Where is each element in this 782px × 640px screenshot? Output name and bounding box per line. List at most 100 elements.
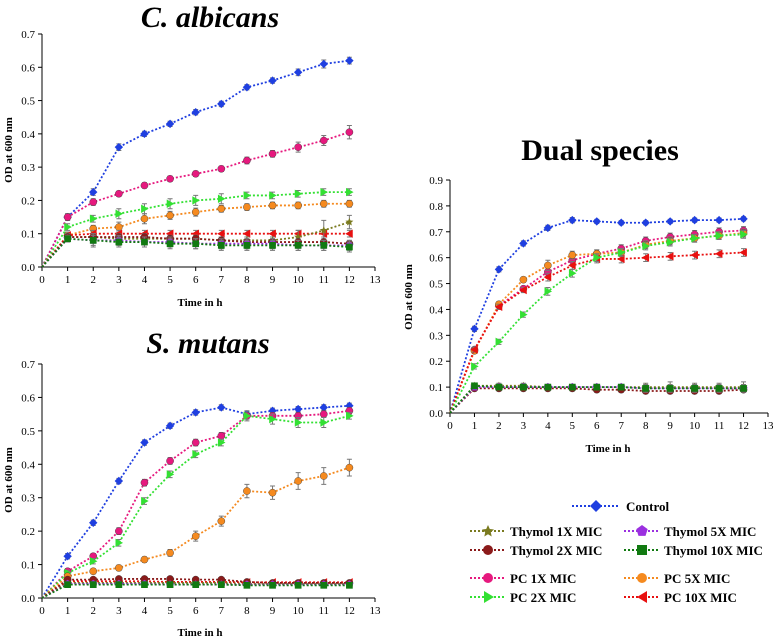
data-point — [519, 275, 528, 284]
data-point — [191, 169, 200, 178]
y-tick-label: 0.3 — [21, 493, 35, 505]
x-tick-label: 1 — [65, 605, 71, 617]
x-tick-label: 6 — [193, 274, 199, 286]
y-tick-label: 0.1 — [21, 560, 35, 572]
y-tick-label: 0.0 — [21, 593, 35, 605]
x-tick-label: 3 — [521, 420, 527, 432]
data-point — [140, 181, 149, 190]
data-point — [166, 470, 175, 479]
series-thymol-10x — [449, 382, 747, 414]
data-point — [714, 215, 724, 225]
legend-item-control: Control — [572, 499, 669, 514]
data-point — [269, 581, 276, 589]
data-point — [217, 194, 226, 203]
data-point — [165, 421, 175, 431]
data-point — [642, 241, 650, 251]
y-tick-label: 0.8 — [429, 201, 443, 213]
data-point — [115, 223, 123, 231]
data-point — [63, 552, 72, 561]
data-point — [217, 165, 226, 173]
y-tick-label: 0.5 — [429, 279, 443, 291]
data-point — [617, 383, 625, 391]
data-point — [140, 555, 149, 564]
data-point — [346, 187, 354, 197]
series-line — [41, 404, 350, 599]
x-axis-label: Time in h — [177, 627, 222, 639]
x-tick-label: 7 — [618, 420, 624, 432]
data-point — [166, 457, 174, 465]
x-tick-label: 8 — [244, 605, 250, 617]
data-point — [243, 203, 251, 211]
legend-item-pc-10x: PC 10X MIC — [624, 590, 737, 605]
y-tick-label: 0.7 — [429, 227, 443, 239]
data-point — [568, 261, 576, 270]
data-point — [739, 248, 747, 257]
data-point — [243, 191, 252, 200]
data-point — [294, 242, 302, 249]
data-point — [494, 302, 503, 312]
x-tick-label: 3 — [116, 605, 122, 617]
data-point — [165, 119, 175, 129]
y-tick-label: 0.4 — [21, 129, 35, 141]
data-point — [666, 385, 674, 392]
data-point — [268, 201, 277, 210]
x-tick-label: 10 — [293, 605, 305, 617]
data-point — [64, 581, 71, 588]
data-point — [691, 385, 698, 392]
x-tick-label: 5 — [570, 420, 576, 432]
data-point — [470, 324, 479, 334]
data-point — [345, 199, 354, 208]
data-point — [115, 564, 123, 572]
data-point — [268, 488, 277, 497]
data-point — [269, 191, 277, 200]
data-point — [714, 249, 723, 258]
x-tick-label: 6 — [594, 420, 600, 432]
data-point — [242, 83, 252, 92]
x-tick-label: 11 — [318, 274, 329, 286]
x-tick-label: 5 — [167, 274, 173, 286]
data-point — [166, 211, 174, 220]
x-tick-label: 8 — [244, 274, 250, 286]
data-point — [740, 385, 747, 392]
x-tick-label: 10 — [293, 274, 305, 286]
data-point — [166, 240, 174, 248]
series-pc-2x — [449, 229, 748, 414]
x-tick-label: 12 — [344, 605, 355, 617]
data-point — [140, 478, 149, 487]
series-thymol-10x — [41, 233, 353, 268]
y-tick-label: 0.5 — [21, 96, 35, 108]
data-point — [217, 242, 225, 249]
data-point — [115, 581, 123, 588]
data-point — [471, 382, 478, 390]
y-tick-label: 0.6 — [21, 392, 35, 404]
series-pc-5x — [41, 458, 354, 599]
data-point — [64, 222, 72, 232]
data-point — [346, 411, 354, 421]
triangle-right-icon — [484, 591, 494, 603]
data-point — [166, 581, 174, 588]
data-point — [319, 472, 328, 480]
triangle-left-icon — [637, 591, 647, 603]
y-tick-label: 0.4 — [21, 459, 35, 471]
data-point — [665, 217, 675, 226]
data-point — [217, 403, 226, 412]
square-icon — [637, 545, 647, 555]
data-point — [89, 187, 98, 197]
x-tick-label: 12 — [344, 274, 355, 286]
data-point — [495, 337, 504, 347]
y-tick-label: 0.4 — [429, 304, 443, 316]
series-control — [41, 401, 354, 599]
legend-item-pc-2x: PC 2X MIC — [470, 590, 576, 605]
x-tick-label: 3 — [116, 274, 122, 286]
data-point — [217, 581, 225, 588]
diamond-icon — [590, 500, 602, 512]
data-point — [319, 136, 328, 145]
star-icon — [482, 525, 494, 537]
data-point — [593, 383, 601, 391]
data-point — [115, 209, 124, 218]
data-point — [319, 403, 328, 412]
legend-label: Thymol 1X MIC — [510, 524, 602, 539]
data-point — [691, 234, 699, 243]
data-point — [141, 238, 148, 246]
data-point — [141, 581, 148, 588]
